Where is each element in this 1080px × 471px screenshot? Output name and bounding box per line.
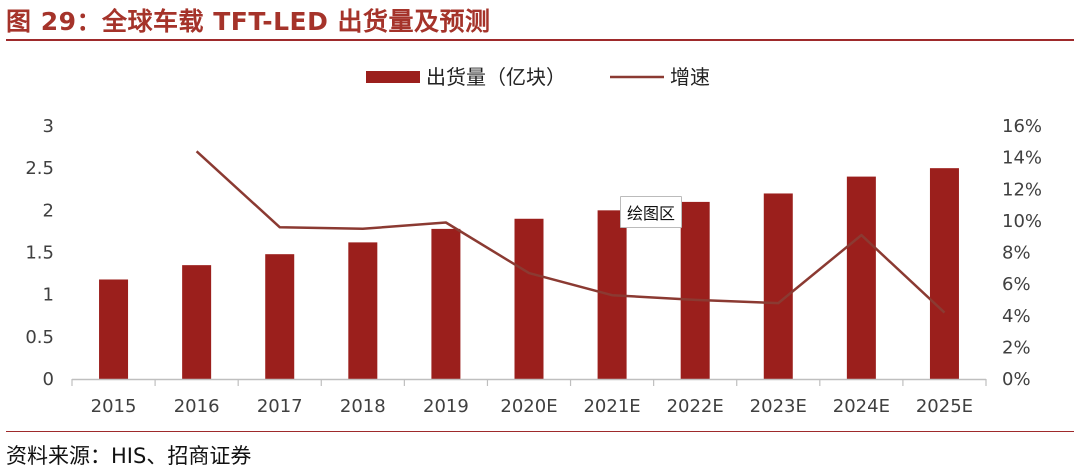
source-note: 资料来源：HIS、招商证券 <box>6 444 252 468</box>
x-axis-tick-label: 2023E <box>750 396 807 417</box>
x-axis-tick-label: 2025E <box>916 396 973 417</box>
left-axis-tick-label: 2 <box>43 200 54 221</box>
bar-2016[interactable] <box>182 265 212 379</box>
x-axis-tick-label: 2020E <box>500 396 557 417</box>
left-axis-tick-label: 0.5 <box>25 327 54 348</box>
x-axis-tick-label: 2019 <box>423 396 469 417</box>
x-axis-tick-label: 2016 <box>174 396 220 417</box>
x-axis-tick-label: 2015 <box>91 396 137 417</box>
legend[interactable]: 出货量（亿块） 增速 <box>366 65 710 89</box>
legend-label-line: 增速 <box>670 65 710 89</box>
x-axis-tick-label: 2017 <box>257 396 303 417</box>
x-axis-tick-label: 2024E <box>833 396 890 417</box>
x-axis: 2015 2016 2017 2018 2019 2020E 2021E 2022E 2023E… <box>71 379 987 417</box>
legend-label-bar: 出货量（亿块） <box>426 65 566 89</box>
bar-2020E[interactable] <box>514 218 544 379</box>
legend-swatch-bar <box>366 71 420 83</box>
right-axis-tick-label: 0% <box>1002 369 1031 390</box>
x-axis-tick-label: 2021E <box>583 396 640 417</box>
bar-2023E[interactable] <box>763 193 793 379</box>
bar-2025E[interactable] <box>929 168 959 379</box>
bar-2019[interactable] <box>431 228 461 379</box>
left-axis-tick-label: 2.5 <box>25 158 54 179</box>
right-axis-tick-label: 2% <box>1002 337 1031 358</box>
right-axis-tick-label: 14% <box>1002 148 1042 169</box>
bar-2024E[interactable] <box>846 176 876 379</box>
right-axis-tick-label: 8% <box>1002 243 1031 264</box>
left-axis-tick-label: 1.5 <box>25 243 54 264</box>
left-y-axis: 0 0.5 1 1.5 2 2.5 3 <box>25 116 54 390</box>
chart-area[interactable]: 0 0.5 1 1.5 2 2.5 3 0% 2% 4% 6% 8% 10% 12% 14% 16% 201… <box>0 0 1080 430</box>
x-axis-tick-label: 2018 <box>340 396 386 417</box>
right-y-axis: 0% 2% 4% 6% 8% 10% 12% 14% 16% <box>1002 116 1042 390</box>
left-axis-tick-label: 3 <box>43 116 54 137</box>
bar-2015[interactable] <box>99 279 129 379</box>
left-axis-tick-label: 0 <box>43 369 54 390</box>
left-axis-tick-label: 1 <box>43 285 54 306</box>
bar-2018[interactable] <box>348 242 378 379</box>
right-axis-tick-label: 4% <box>1002 306 1031 327</box>
right-axis-tick-label: 6% <box>1002 274 1031 295</box>
bar-2022E[interactable] <box>680 201 710 379</box>
growth-line <box>195 150 946 314</box>
x-axis-tick-label: 2022E <box>667 396 724 417</box>
bar-2017[interactable] <box>265 254 295 379</box>
right-axis-tick-label: 16% <box>1002 116 1042 137</box>
right-axis-tick-label: 12% <box>1002 179 1042 200</box>
title-divider <box>6 39 1074 41</box>
footer-divider <box>6 431 1074 432</box>
right-axis-tick-label: 10% <box>1002 211 1042 232</box>
plot-area-tooltip: 绘图区 <box>620 196 683 228</box>
chart-title: 图 29：全球车载 TFT-LED 出货量及预测 <box>6 7 491 36</box>
